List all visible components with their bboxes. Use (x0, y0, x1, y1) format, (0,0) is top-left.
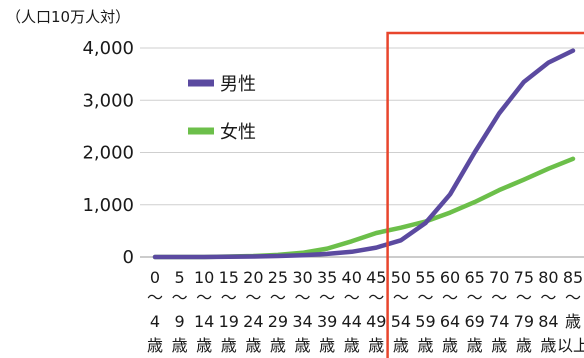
x-cat-top: 50 (391, 268, 411, 287)
x-cat-sep: 〜 (368, 288, 384, 307)
x-cat-bottom: 49 (366, 312, 386, 331)
series-line-0 (152, 48, 576, 260)
y-axis-label: （人口10万人対） (6, 8, 130, 26)
y-tick-label: 4,000 (82, 38, 134, 59)
x-cat-sep: 〜 (540, 288, 556, 307)
x-cat-sep: 〜 (516, 288, 532, 307)
x-cat-top: 15 (219, 268, 239, 287)
legend: 男性 女性 (188, 74, 256, 143)
x-cat-suffix: 歳 (516, 336, 532, 355)
x-cat-top: 0 (150, 268, 160, 287)
x-cat-suffix: 歳 (393, 336, 409, 355)
x-cat-top: 45 (366, 268, 386, 287)
x-cat-top: 10 (194, 268, 214, 287)
x-cat-suffix: 歳 (467, 336, 483, 355)
x-cat-bottom: 59 (415, 312, 435, 331)
x-cat-bottom: 54 (391, 312, 411, 331)
x-cat-suffix: 歳 (270, 336, 286, 355)
x-cat-bottom: 19 (219, 312, 239, 331)
x-cat-top: 40 (342, 268, 362, 287)
y-tick-label: 2,000 (82, 143, 134, 164)
x-cat-bottom: 29 (268, 312, 288, 331)
x-cat-sep: 〜 (147, 288, 163, 307)
x-cat-sep: 〜 (172, 288, 188, 307)
x-cat-sep: 〜 (270, 288, 286, 307)
x-cat-bottom: 9 (174, 312, 184, 331)
x-cat-top: 35 (317, 268, 337, 287)
x-cat-top: 60 (440, 268, 460, 287)
x-cat-bottom: 4 (150, 312, 160, 331)
x-cat-sep: 〜 (417, 288, 433, 307)
x-cat-sep: 〜 (344, 288, 360, 307)
x-cat-bottom: 39 (317, 312, 337, 331)
x-cat-top: 25 (268, 268, 288, 287)
x-cat-bottom: 84 (538, 312, 558, 331)
x-cat-top: 70 (489, 268, 509, 287)
x-cat-top: 5 (174, 268, 184, 287)
x-cat-sep: 〜 (221, 288, 237, 307)
x-cat-top: 30 (292, 268, 312, 287)
x-cat-sep: 〜 (319, 288, 335, 307)
x-cat-suffix: 歳 (344, 336, 360, 355)
x-cat-bottom: 14 (194, 312, 214, 331)
x-cat-sep: 〜 (467, 288, 483, 307)
x-cat-suffix: 歳 (172, 336, 188, 355)
x-cat-suffix: 歳 (491, 336, 507, 355)
x-cat-suffix: 歳 (221, 336, 237, 355)
x-cat-bottom: 24 (243, 312, 263, 331)
x-cat-bottom: 69 (464, 312, 484, 331)
gridlines (140, 47, 584, 258)
x-cat-top: 85 (563, 268, 583, 287)
x-cat-sep: 〜 (196, 288, 212, 307)
x-cat-sep: 〜 (245, 288, 261, 307)
x-cat-suffix: 歳 (319, 336, 335, 355)
x-cat-top: 65 (464, 268, 484, 287)
x-cat-sep: 〜 (393, 288, 409, 307)
x-cat-suffix: 歳 (417, 336, 433, 355)
x-cat-sep: 〜 (491, 288, 507, 307)
x-cat-suffix: 歳 (245, 336, 261, 355)
x-cat-top: 80 (538, 268, 558, 287)
y-tick-label: 3,000 (82, 90, 134, 111)
x-cat-suffix: 歳 (368, 336, 384, 355)
x-cat-top: 55 (415, 268, 435, 287)
x-cat-bottom: 79 (514, 312, 534, 331)
y-tick-label: 1,000 (82, 195, 134, 216)
x-cat-bottom: 74 (489, 312, 509, 331)
y-ticks: 0 1,000 2,000 3,000 4,000 (82, 38, 134, 268)
x-cat-suffix: 歳 (540, 336, 556, 355)
x-cat-sep: 〜 (295, 288, 311, 307)
series-lines (152, 48, 576, 260)
x-cat-sep: 〜 (442, 288, 458, 307)
x-cat-top: 20 (243, 268, 263, 287)
x-categories: 0〜4歳5〜9歳10〜14歳15〜19歳20〜24歳25〜29歳30〜34歳35… (147, 268, 584, 355)
x-cat-suffix: 歳 (147, 336, 163, 355)
x-cat-suffix: 歳 (442, 336, 458, 355)
x-cat-bottom: 64 (440, 312, 460, 331)
x-cat-bottom: 44 (342, 312, 362, 331)
y-tick-label: 0 (123, 247, 134, 268)
legend-label-male: 男性 (220, 74, 256, 95)
x-cat-suffix: 歳 (196, 336, 212, 355)
series-line-1 (152, 156, 576, 260)
x-cat-top: 75 (514, 268, 534, 287)
x-cat-suffix: 以上 (557, 336, 584, 355)
x-cat-bottom: 34 (292, 312, 312, 331)
x-cat-sep: 〜 (565, 288, 581, 307)
legend-label-female: 女性 (220, 122, 256, 143)
x-cat-bottom: 歳 (565, 312, 581, 331)
highlight-box (386, 31, 584, 358)
x-cat-suffix: 歳 (295, 336, 311, 355)
